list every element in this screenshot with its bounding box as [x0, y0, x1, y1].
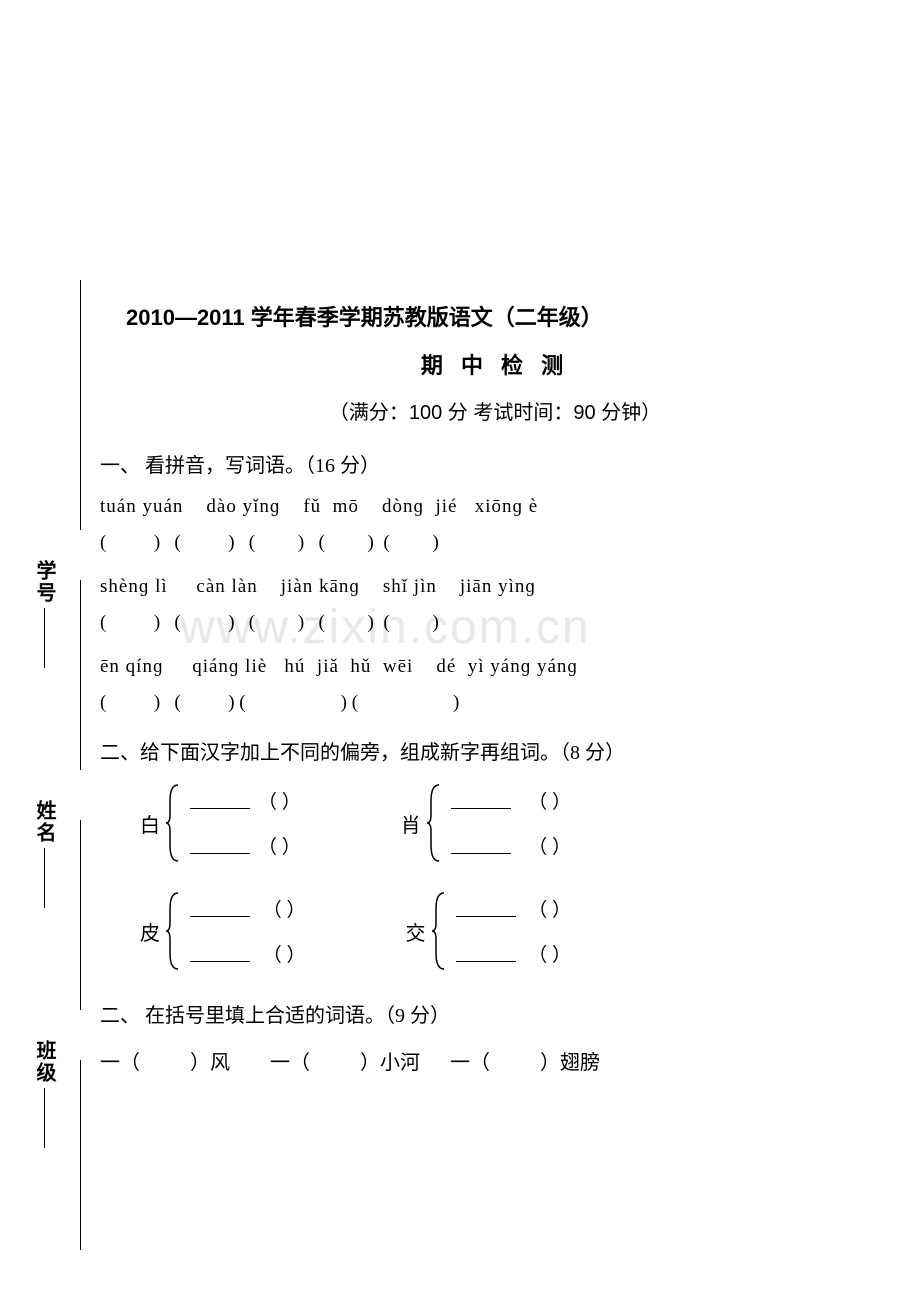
blank-line [190, 793, 250, 809]
paren-blank: （ ） [263, 940, 306, 967]
option-line: （ ） [184, 787, 301, 814]
pinyin-row: tuán yuán dào yǐnɡ fǔ mō dònɡ jié xiōnɡ … [100, 496, 890, 518]
paren-blank: （ ） [258, 832, 301, 859]
section2-heading: 二、给下面汉字加上不同的偏旁，组成新字再组词。（8 分） [100, 736, 890, 765]
paren-blank: （ ） [528, 787, 571, 814]
brace-options: （ ） （ ） [184, 785, 301, 861]
option-line: （ ） [450, 895, 572, 922]
label-text: 姓名 [33, 800, 55, 844]
base-char: 白 [140, 809, 160, 838]
title-line-2: 期 中 检 测 [100, 348, 890, 380]
base-char: 皮 [140, 917, 160, 946]
base-char: 肖 [401, 809, 421, 838]
label-text: 学号 [33, 560, 55, 604]
paren-blank: （ ） [528, 832, 571, 859]
left-brace-icon [430, 891, 450, 971]
option-line: （ ） [445, 832, 571, 859]
page-content: 2010—2011 学年春季学期苏教版语文（二年级） 期 中 检 测 （满分：1… [100, 300, 890, 1091]
left-brace-icon [164, 891, 184, 971]
blank-line [190, 838, 250, 854]
section1-heading: 一、 看拼音，写词语。（16 分） [100, 449, 890, 478]
fill-blank-row: 一（ ）风 一（ ）小河 一（ ）翅膀 [100, 1046, 890, 1075]
section3-heading: 二、 在括号里填上合适的词语。（9 分） [100, 999, 890, 1028]
underline [44, 848, 45, 908]
pinyin-row: shènɡ lì càn làn jiàn kānɡ shǐ jìn jiān … [100, 576, 890, 598]
option-line: （ ） [184, 940, 306, 967]
radical-pair: 肖 （ ） （ ） [361, 783, 571, 863]
sidebar-line [80, 820, 81, 1010]
underline [44, 1088, 45, 1148]
base-char: 交 [406, 917, 426, 946]
radical-pair: 交 （ ） （ ） [366, 891, 572, 971]
sidebar-line [80, 580, 81, 770]
brace-options: （ ） （ ） [450, 893, 572, 969]
answer-blanks: ( ) ( ) ( ) ( ) ( ) [100, 532, 890, 554]
brace-options: （ ） （ ） [184, 893, 306, 969]
brace-options: （ ） （ ） [445, 785, 571, 861]
subtitle: （满分：100 分 考试时间：90 分钟） [100, 396, 890, 425]
paren-blank: （ ） [263, 895, 306, 922]
radical-exercise-row: 皮 （ ） （ ） 交 （ ） （ ） [100, 891, 890, 971]
option-line: （ ） [450, 940, 572, 967]
blank-line [190, 946, 250, 962]
radical-pair: 皮 （ ） （ ） [100, 891, 306, 971]
radical-pair: 白 （ ） （ ） [100, 783, 301, 863]
pinyin-row: ēn qínɡ qiánɡ liè hú jiǎ hǔ wēi dé yì yá… [100, 656, 890, 678]
paren-blank: （ ） [528, 895, 571, 922]
radical-exercise-row: 白 （ ） （ ） 肖 （ ） （ ） [100, 783, 890, 863]
option-line: （ ） [184, 832, 301, 859]
blank-line [456, 901, 516, 917]
paren-blank: （ ） [258, 787, 301, 814]
sidebar-line [80, 280, 81, 530]
option-line: （ ） [184, 895, 306, 922]
blank-line [451, 793, 511, 809]
left-brace-icon [164, 783, 184, 863]
sidebar-label-name: 姓名 [30, 800, 59, 912]
option-line: （ ） [445, 787, 571, 814]
underline [44, 608, 45, 668]
blank-line [190, 901, 250, 917]
left-brace-icon [425, 783, 445, 863]
title-line-1: 2010—2011 学年春季学期苏教版语文（二年级） [126, 300, 890, 332]
sidebar-line [80, 1060, 81, 1250]
label-text: 班级 [33, 1040, 55, 1084]
sidebar-label-student-id: 学号 [30, 560, 59, 672]
sidebar-label-class: 班级 [30, 1040, 59, 1152]
paren-blank: （ ） [528, 940, 571, 967]
answer-blanks: ( ) ( ) ( ) ( ) [100, 692, 890, 714]
blank-line [451, 838, 511, 854]
answer-blanks: ( ) ( ) ( ) ( ) ( ) [100, 612, 890, 634]
blank-line [456, 946, 516, 962]
binding-sidebar: 学号 姓名 班级 [0, 0, 100, 1302]
